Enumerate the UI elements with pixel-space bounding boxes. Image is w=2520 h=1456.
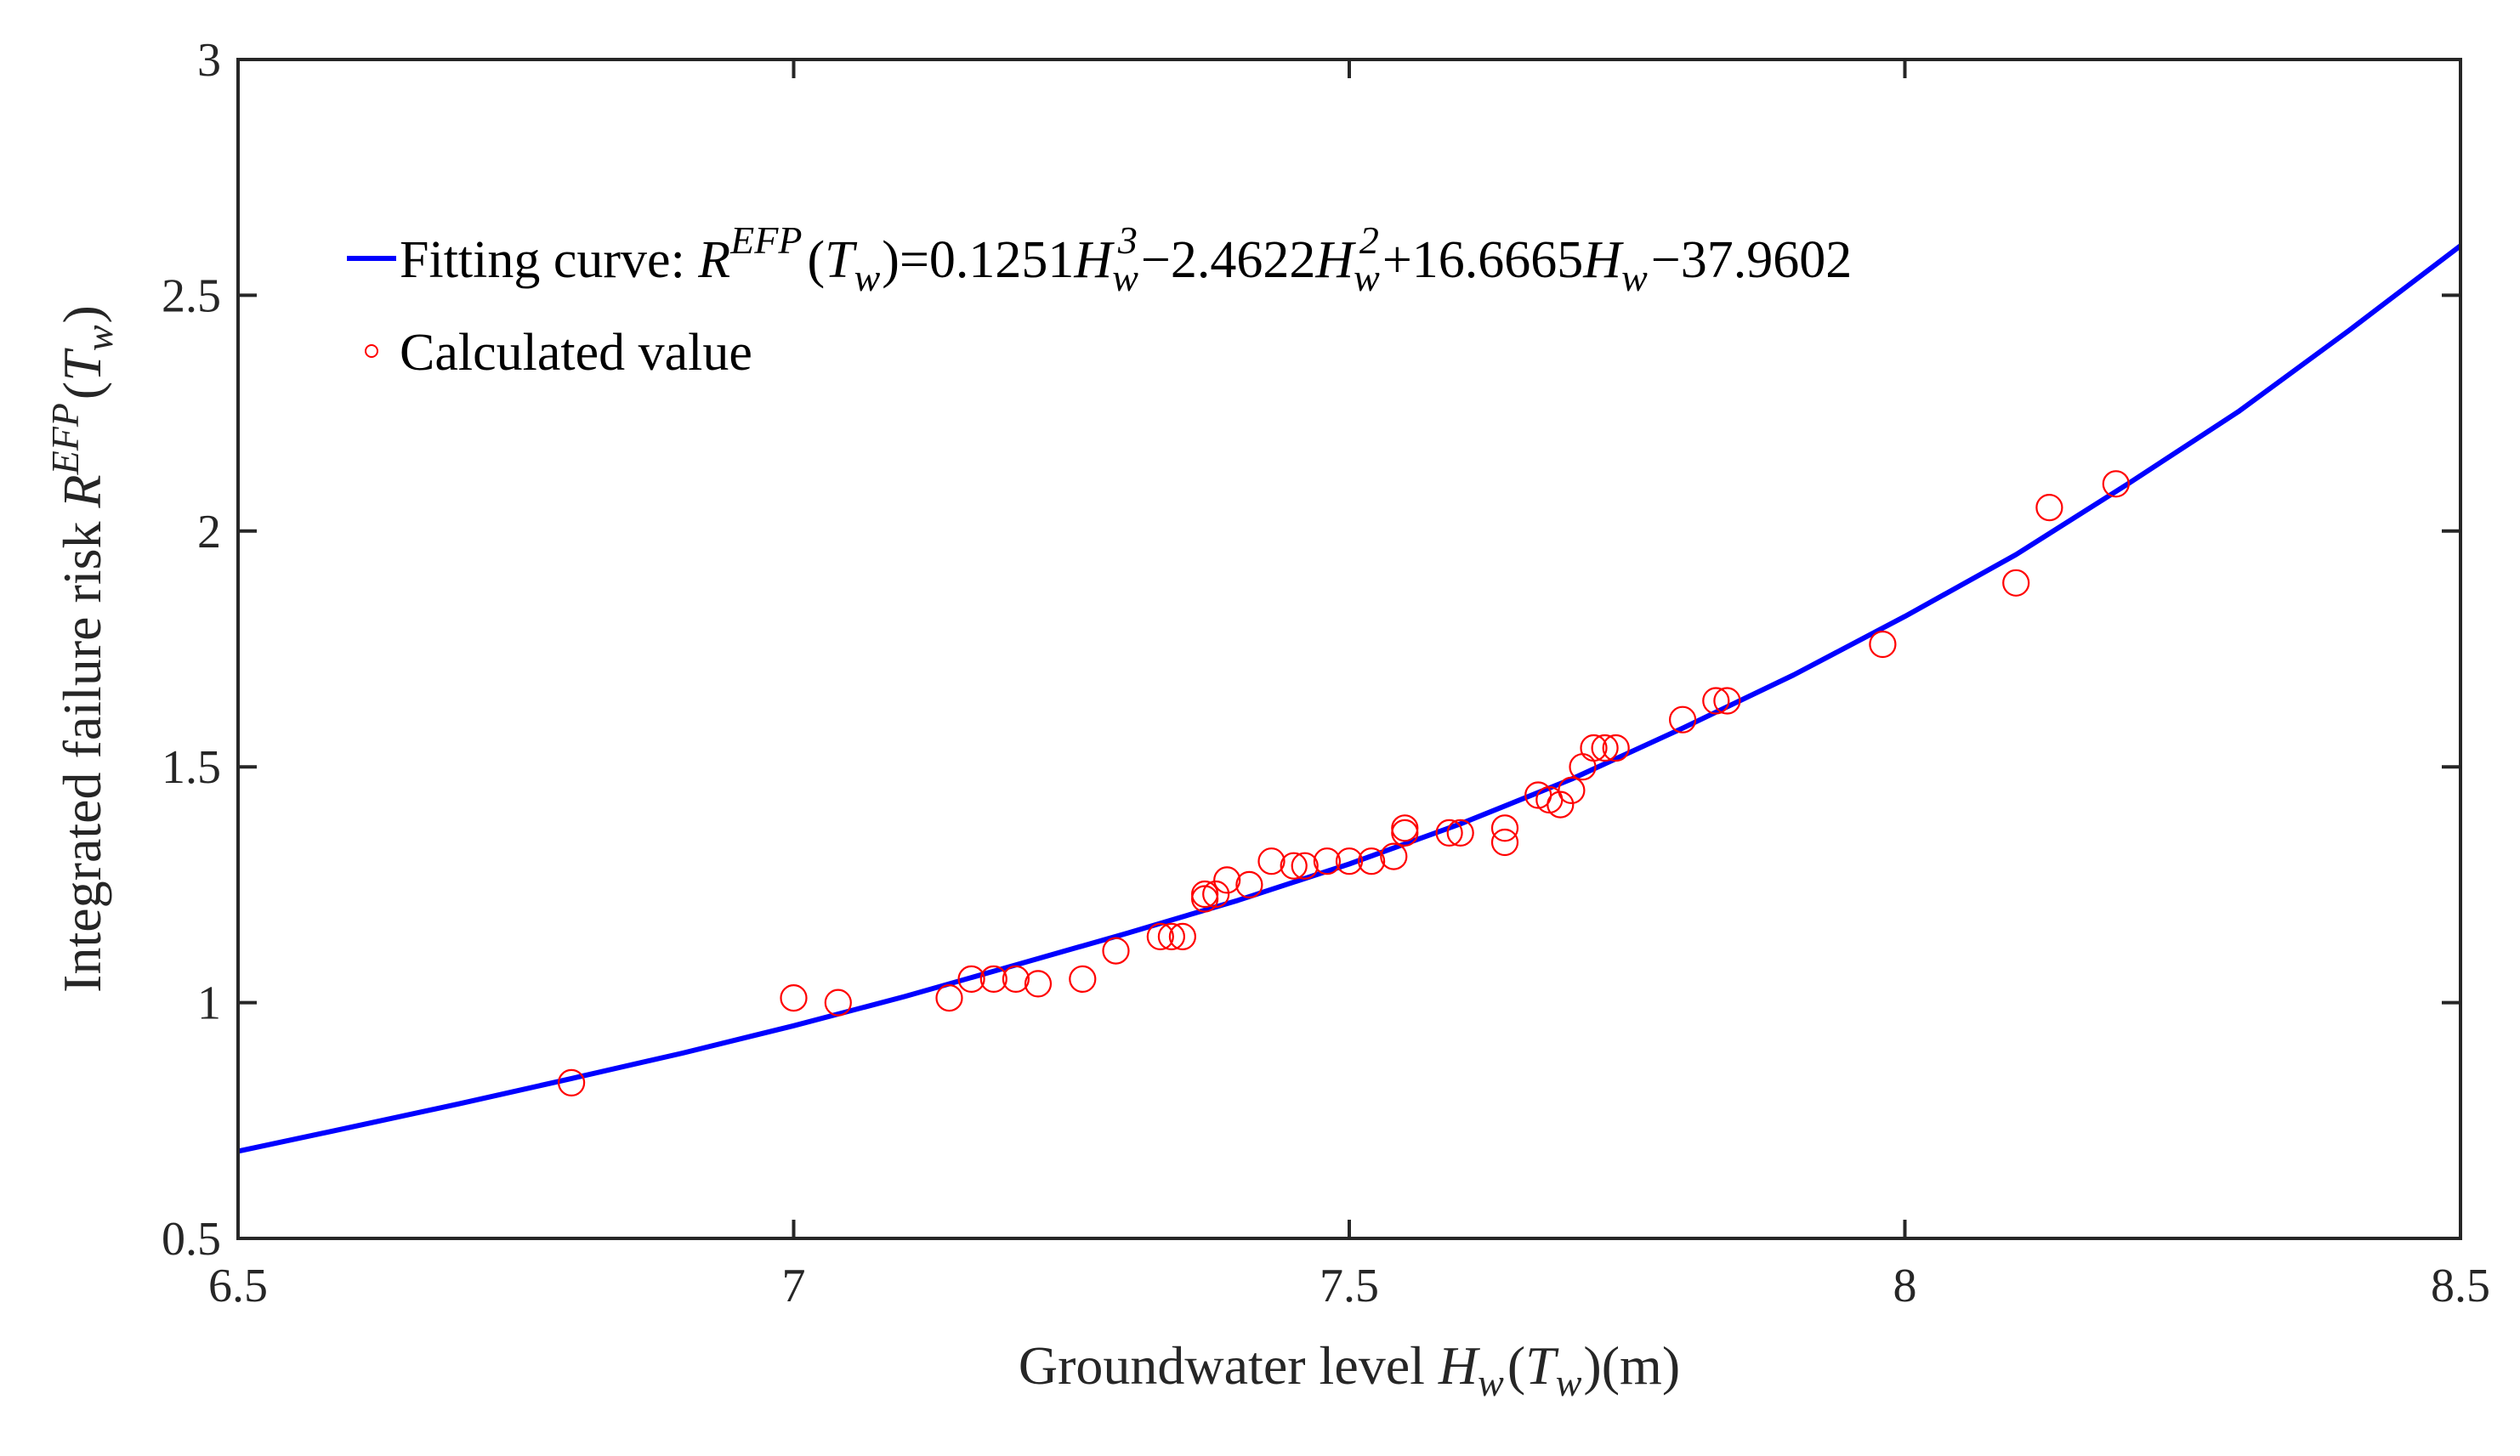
x-tick-label-4: 8.5 (2431, 1260, 2490, 1312)
fitting-curve-layer (237, 243, 2462, 1154)
calculated-point-4 (957, 965, 985, 994)
x-tick-label-0: 6.5 (208, 1260, 268, 1312)
y-tick-label-2: 1.5 (162, 741, 221, 794)
y-axis-label: Integrated failure risk REFP(Tw) (43, 305, 121, 993)
calculated-point-41 (1713, 687, 1741, 715)
calculated-point-20 (1291, 852, 1319, 880)
calculated-point-21 (1313, 847, 1342, 875)
y-tick-label-4: 2.5 (162, 269, 221, 322)
x-tick-label-3: 8 (1893, 1260, 1917, 1312)
y-tick-label-3: 2 (197, 506, 221, 558)
calculated-points-layer (557, 470, 2130, 1097)
x-axis-label: Groundwater level Hw(Tw)(m) (1019, 1335, 1680, 1404)
legend-calculated-value-marker (365, 344, 378, 358)
calculated-point-38 (1602, 734, 1630, 762)
calculated-point-10 (1146, 922, 1174, 951)
calculated-point-7 (1024, 970, 1053, 998)
calculated-point-8 (1069, 965, 1097, 994)
calculated-point-40 (1702, 687, 1730, 715)
calculated-point-15 (1202, 880, 1230, 909)
y-tick-label-5: 3 (197, 34, 221, 87)
calculated-point-43 (2002, 569, 2030, 597)
y-ticks: 0.5 1 1.5 2 2.5 3 (162, 34, 2460, 1266)
calculated-point-16 (1213, 866, 1241, 894)
calculated-point-24 (1380, 842, 1408, 870)
x-tick-label-2: 7.5 (1320, 1260, 1379, 1312)
calculated-point-29 (1490, 828, 1519, 857)
calculated-point-17 (1235, 870, 1263, 899)
calculated-point-11 (1157, 922, 1186, 951)
calculated-point-14 (1190, 880, 1219, 909)
calculated-point-45 (2102, 470, 2130, 498)
calculated-point-22 (1335, 847, 1364, 875)
calculated-point-28 (1446, 819, 1474, 847)
calculated-point-27 (1435, 819, 1463, 847)
calculated-point-6 (1002, 965, 1030, 994)
calculated-point-0 (557, 1068, 586, 1097)
calculated-point-37 (1591, 734, 1619, 762)
y-tick-label-1: 1 (197, 977, 221, 1030)
calculated-point-3 (935, 983, 963, 1012)
legend: Fitting curve: REFP(Tw)=0.1251Hw3−2.4622… (347, 218, 1852, 382)
calculated-point-23 (1357, 847, 1386, 875)
calculated-point-26 (1391, 819, 1419, 847)
calculated-point-36 (1580, 734, 1608, 762)
calculated-point-42 (1869, 630, 1897, 659)
calculated-point-12 (1168, 922, 1197, 951)
legend-calculated-value-label: Calculated value (400, 324, 752, 382)
legend-fitting-curve-label: Fitting curve: REFP(Tw)=0.1251Hw3−2.4622… (400, 218, 1852, 299)
calculated-point-1 (780, 983, 808, 1012)
fitting-curve (237, 243, 2462, 1154)
calculated-point-44 (2035, 493, 2063, 522)
x-tick-label-1: 7 (782, 1260, 806, 1312)
calculated-point-5 (979, 965, 1007, 994)
calculated-point-9 (1102, 937, 1130, 965)
calculated-point-33 (1547, 790, 1575, 819)
calculated-point-30 (1490, 814, 1519, 842)
calculated-point-19 (1280, 852, 1308, 880)
calculated-point-2 (824, 989, 852, 1017)
calculated-point-39 (1668, 705, 1697, 734)
y-tick-label-0: 0.5 (162, 1213, 221, 1266)
x-ticks: 6.5 7 7.5 8 8.5 (208, 59, 2490, 1312)
calculated-point-18 (1257, 847, 1286, 875)
calculated-point-34 (1558, 776, 1586, 805)
